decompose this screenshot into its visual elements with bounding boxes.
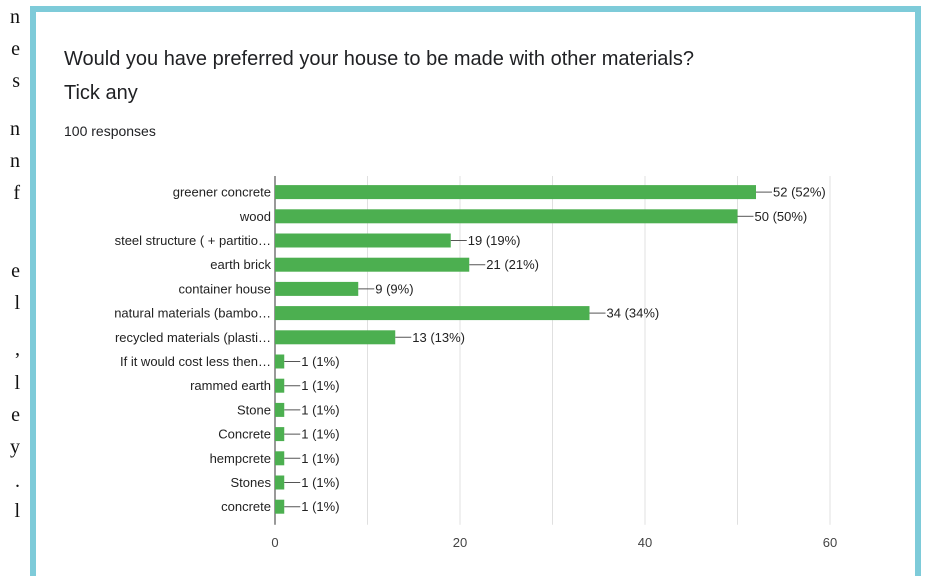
left-page-fragment: n e s n n f e l , l e y . l bbox=[10, 6, 20, 522]
bar bbox=[275, 185, 756, 200]
data-label: 1 (1%) bbox=[301, 402, 339, 417]
bar bbox=[275, 281, 359, 296]
category-label: If it would cost less then… bbox=[120, 354, 271, 369]
question-title-line-2: Tick any bbox=[64, 82, 138, 104]
category-label: hempcrete bbox=[210, 451, 271, 466]
category-label: Stones bbox=[231, 475, 272, 490]
category-label: concrete bbox=[221, 499, 271, 514]
bar bbox=[275, 257, 470, 272]
category-label: recycled materials (plasti… bbox=[115, 330, 271, 345]
bar bbox=[275, 402, 285, 417]
category-label: earth brick bbox=[210, 257, 271, 272]
category-label: greener concrete bbox=[173, 185, 271, 200]
x-tick-label: 20 bbox=[453, 535, 467, 550]
data-label: 13 (13%) bbox=[412, 330, 465, 345]
category-label: natural materials (bambo… bbox=[114, 306, 271, 321]
question-card: Would you have preferred your house to b… bbox=[30, 6, 921, 576]
data-label: 34 (34%) bbox=[607, 306, 660, 321]
bar bbox=[275, 378, 285, 393]
data-label: 50 (50%) bbox=[755, 209, 808, 224]
category-label: Stone bbox=[237, 402, 271, 417]
bar bbox=[275, 330, 396, 345]
x-tick-label: 60 bbox=[823, 535, 837, 550]
bar bbox=[275, 233, 451, 248]
data-label: 1 (1%) bbox=[301, 499, 339, 514]
x-tick-label: 40 bbox=[638, 535, 652, 550]
bar bbox=[275, 499, 285, 514]
bar-chart: 0 20 40 60 greener concrete 52 (52%) wood 50 (5… bbox=[114, 176, 837, 550]
data-label: 19 (19%) bbox=[468, 233, 521, 248]
data-label: 1 (1%) bbox=[301, 475, 339, 490]
category-label: steel structure ( + partitio… bbox=[115, 233, 271, 248]
data-label: 21 (21%) bbox=[486, 257, 539, 272]
data-label: 52 (52%) bbox=[773, 185, 826, 200]
category-label: container house bbox=[178, 281, 271, 296]
category-label: rammed earth bbox=[190, 378, 271, 393]
bar bbox=[275, 354, 285, 369]
bar bbox=[275, 475, 285, 490]
data-label: 1 (1%) bbox=[301, 354, 339, 369]
bar bbox=[275, 427, 285, 442]
data-label: 1 (1%) bbox=[301, 451, 339, 466]
data-label: 1 (1%) bbox=[301, 378, 339, 393]
question-title: Would you have preferred your house to b… bbox=[64, 42, 864, 110]
question-title-line-1: Would you have preferred your house to b… bbox=[64, 48, 694, 70]
bar bbox=[275, 451, 285, 466]
category-label: wood bbox=[239, 209, 271, 224]
category-label: Concrete bbox=[218, 427, 271, 442]
bar bbox=[275, 209, 738, 224]
data-label: 1 (1%) bbox=[301, 427, 339, 442]
response-count: 100 responses bbox=[64, 123, 156, 139]
x-tick-label: 0 bbox=[271, 535, 278, 550]
data-label: 9 (9%) bbox=[375, 281, 413, 296]
bar bbox=[275, 306, 590, 321]
